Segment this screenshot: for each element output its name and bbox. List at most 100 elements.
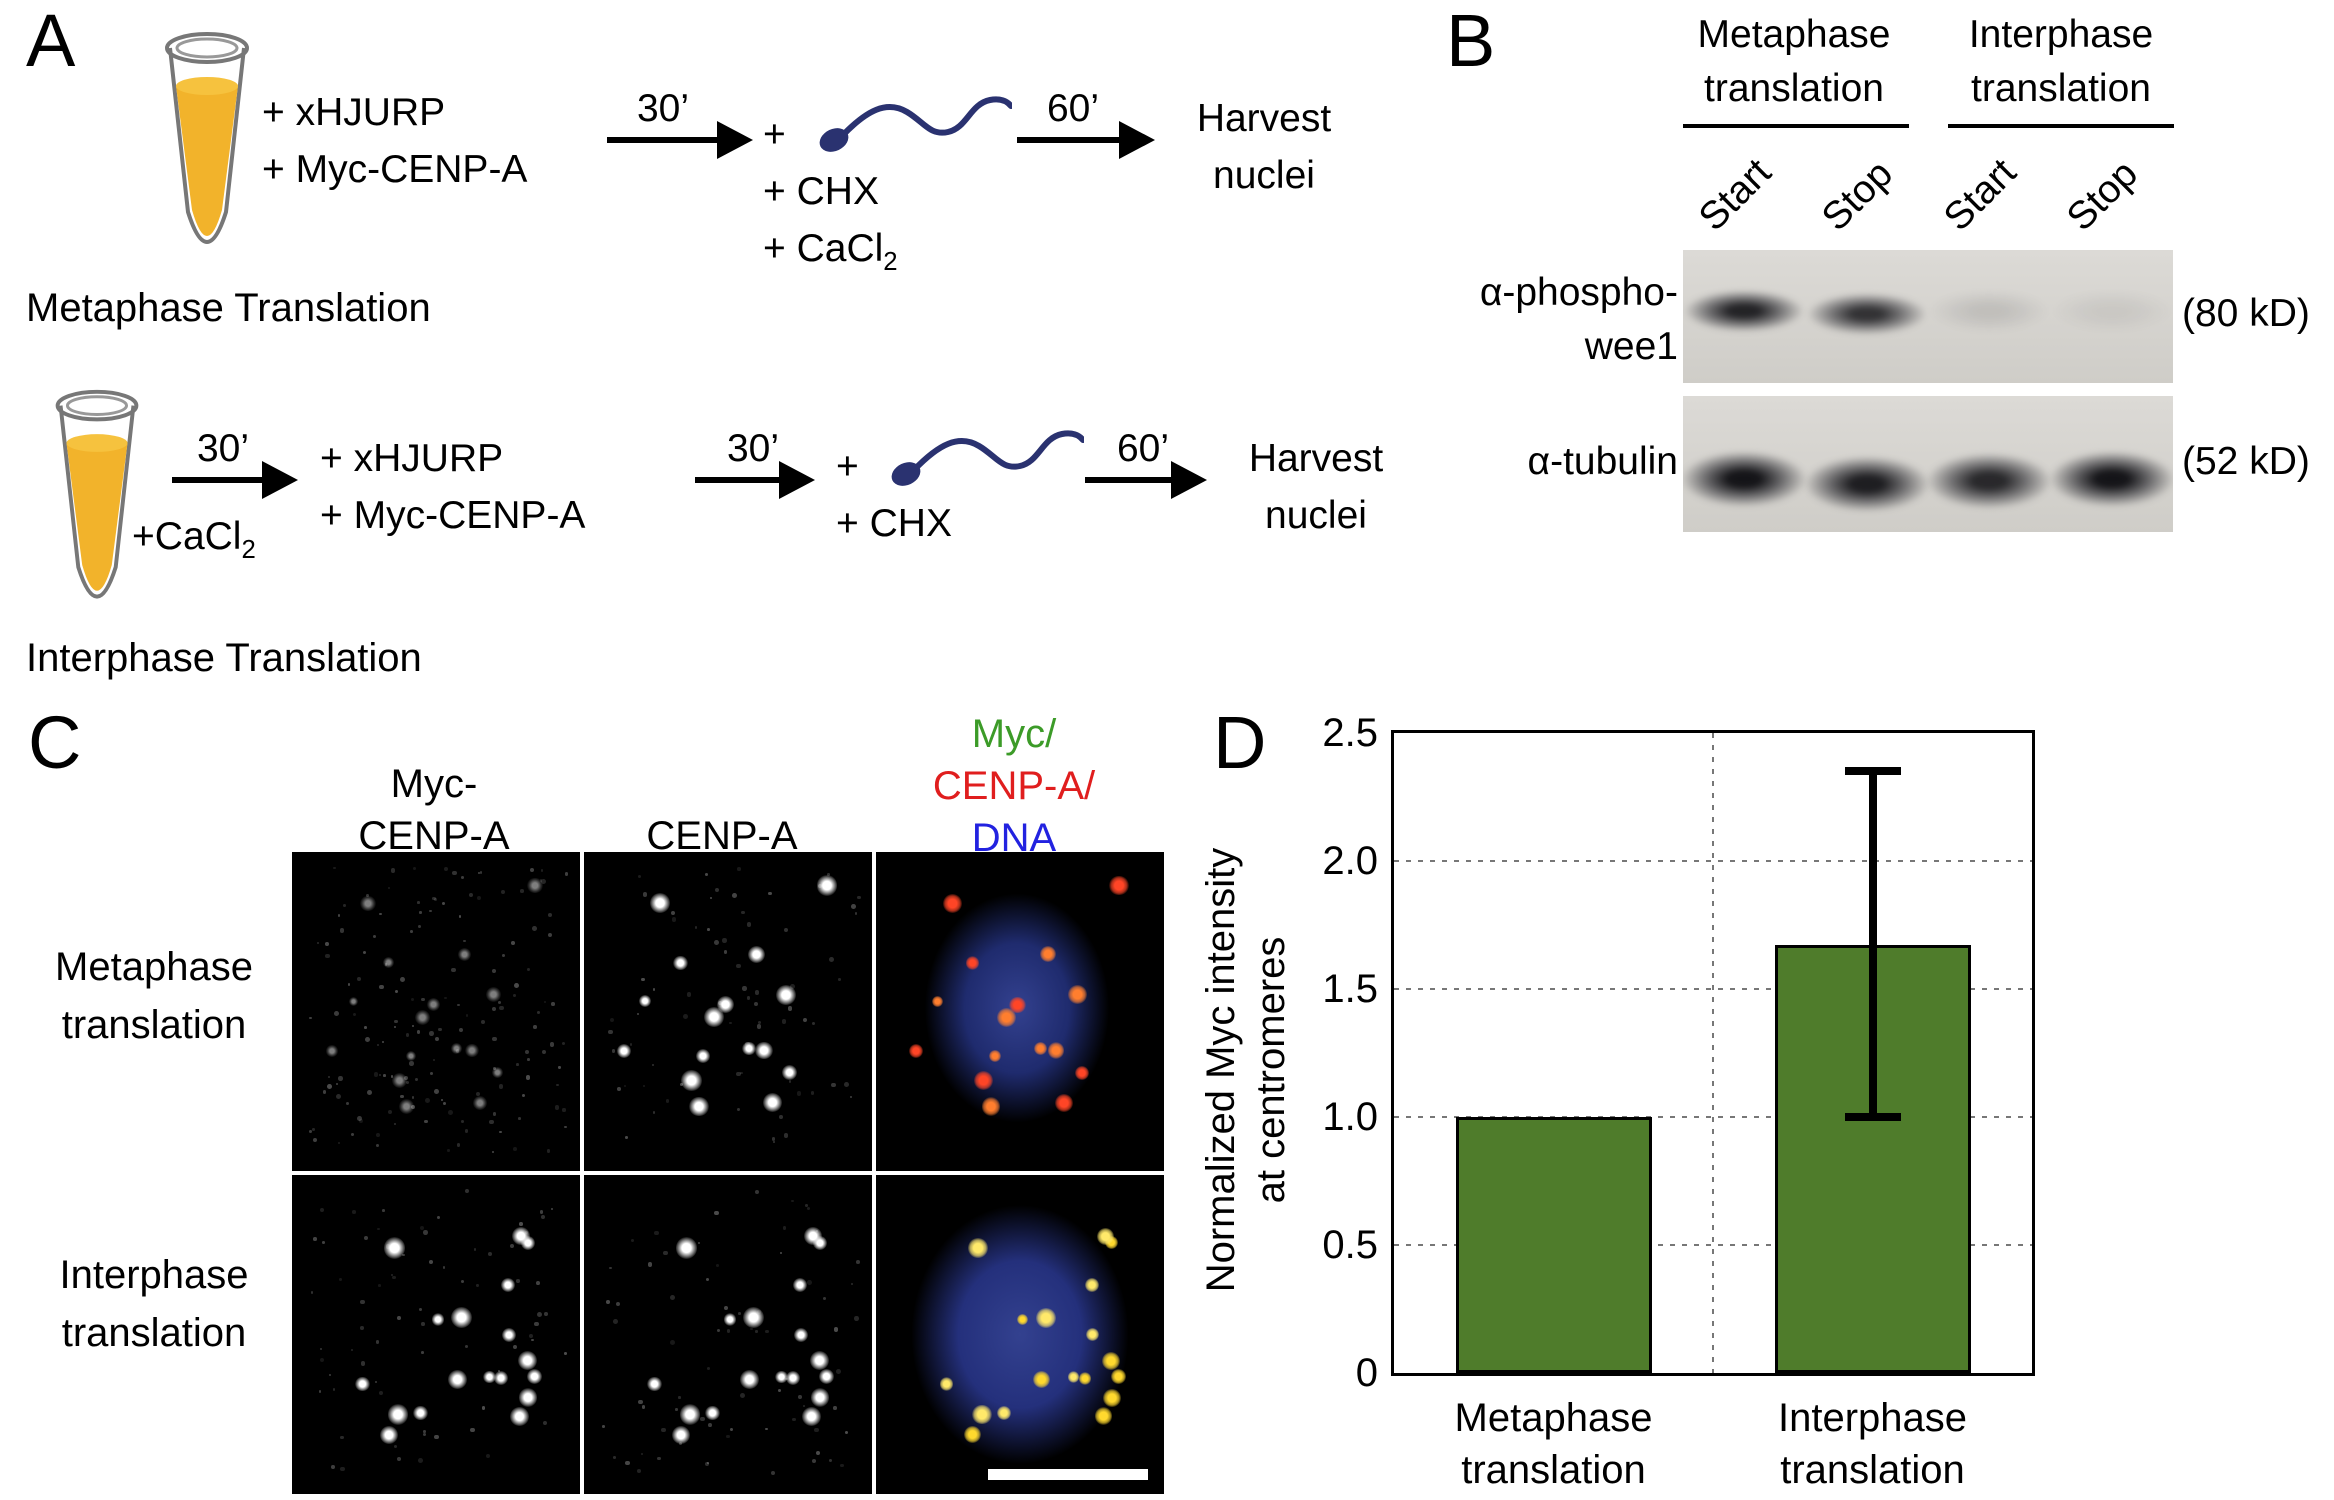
speckle bbox=[429, 1030, 435, 1036]
speckle bbox=[423, 1229, 428, 1235]
speckle bbox=[363, 1236, 368, 1241]
speckle bbox=[782, 1226, 787, 1230]
speckle bbox=[654, 1231, 659, 1236]
speckle bbox=[850, 1095, 853, 1099]
speckle bbox=[843, 1082, 849, 1087]
speckle bbox=[422, 1429, 426, 1433]
speckle bbox=[411, 1095, 415, 1099]
centromere-focus bbox=[743, 1307, 765, 1329]
speckle bbox=[309, 1017, 312, 1020]
speckle bbox=[457, 1003, 460, 1006]
column-header-myc-cenpa: Myc- CENP-A bbox=[358, 762, 510, 858]
speckle bbox=[460, 1119, 465, 1124]
speckle bbox=[390, 1273, 394, 1277]
centromere-focus bbox=[679, 1404, 701, 1425]
centromere-focus bbox=[809, 1351, 829, 1371]
speckle bbox=[854, 912, 858, 915]
speckle bbox=[447, 1149, 450, 1153]
speckle bbox=[722, 938, 727, 943]
speckle bbox=[723, 950, 728, 954]
speckle bbox=[433, 897, 438, 902]
speckle bbox=[491, 969, 496, 973]
blot1-antibody-label: α-phospho- wee1 bbox=[1479, 271, 1678, 368]
centromere-focus bbox=[1016, 1313, 1029, 1326]
speckle bbox=[499, 1005, 504, 1011]
speckle bbox=[493, 1067, 497, 1071]
speckle bbox=[613, 1456, 616, 1459]
centromere-focus bbox=[793, 1328, 808, 1342]
speckle bbox=[424, 1119, 428, 1124]
speckle bbox=[564, 1125, 567, 1129]
speckle bbox=[383, 1073, 386, 1077]
speckle bbox=[337, 914, 340, 917]
speckle bbox=[814, 1427, 819, 1432]
speckle bbox=[310, 1291, 313, 1294]
speckle bbox=[351, 1133, 355, 1137]
centromere-focus bbox=[704, 1405, 720, 1421]
speckle bbox=[533, 1024, 538, 1029]
reagent-chx: + CHX bbox=[763, 170, 879, 213]
speckle bbox=[377, 1043, 380, 1047]
speckle bbox=[544, 1000, 547, 1003]
x-category-label: Interphase translation bbox=[1693, 1392, 2053, 1496]
centromere-focus bbox=[747, 945, 765, 963]
harvest-line: Harvest bbox=[1196, 97, 1332, 140]
speckle bbox=[753, 1001, 759, 1007]
speckle bbox=[601, 1424, 605, 1428]
speckle bbox=[432, 896, 436, 901]
panel-b-label: B bbox=[1446, 0, 1496, 82]
speckle bbox=[486, 1454, 491, 1459]
x-category-line: Interphase bbox=[1777, 1396, 1968, 1440]
speckle bbox=[823, 1297, 827, 1301]
centromere-focus bbox=[1109, 875, 1129, 896]
centromere-focus bbox=[810, 1388, 830, 1408]
centromere-focus bbox=[968, 1238, 989, 1258]
centromere-focus bbox=[379, 1425, 398, 1444]
centromere-focus bbox=[804, 1227, 823, 1246]
speckle bbox=[477, 895, 481, 900]
speckle bbox=[444, 996, 448, 1000]
centromere-focus bbox=[775, 1371, 788, 1384]
speckle bbox=[540, 879, 546, 885]
speckle bbox=[536, 1281, 541, 1286]
y-tick-label: 1.5 bbox=[1322, 967, 1378, 1011]
speckle bbox=[755, 1330, 758, 1333]
centromere-focus bbox=[818, 1368, 835, 1384]
addition-block: + + CHX + CaCl2 bbox=[763, 106, 898, 291]
centromere-focus bbox=[360, 895, 376, 912]
speckle bbox=[542, 1420, 548, 1425]
speckle bbox=[416, 1030, 421, 1034]
reaction-arrow bbox=[1085, 461, 1207, 499]
speckle bbox=[325, 953, 330, 959]
speckle bbox=[641, 977, 645, 982]
speckle bbox=[740, 910, 745, 915]
speckle bbox=[640, 1452, 644, 1456]
speckle bbox=[452, 870, 457, 876]
speckle bbox=[481, 1406, 486, 1410]
centromere-focus bbox=[527, 877, 543, 894]
blot1-kd-label: (80 kD) bbox=[2182, 292, 2310, 335]
centromere-focus bbox=[1067, 1371, 1080, 1383]
speckle bbox=[479, 871, 483, 874]
speckle bbox=[807, 1206, 811, 1210]
merge-header-line: Myc/ bbox=[971, 712, 1057, 756]
speckle bbox=[828, 956, 834, 962]
speckle bbox=[488, 1119, 494, 1125]
speckle bbox=[405, 1081, 409, 1085]
speckle bbox=[670, 1339, 676, 1345]
speckle bbox=[665, 1099, 670, 1103]
speckle bbox=[844, 1431, 848, 1435]
speckle bbox=[623, 1085, 626, 1088]
centromere-focus bbox=[964, 1426, 982, 1444]
speckle bbox=[616, 1302, 620, 1307]
centromere-focus bbox=[451, 1307, 473, 1329]
group-underline bbox=[1683, 124, 1909, 128]
panel-c-label: C bbox=[28, 701, 82, 784]
speckle bbox=[724, 1305, 729, 1310]
speckle bbox=[525, 1074, 531, 1080]
speckle bbox=[487, 1251, 492, 1256]
centromere-focus bbox=[483, 1371, 496, 1384]
y-tick-label: 0.5 bbox=[1322, 1223, 1378, 1267]
speckle bbox=[555, 1083, 559, 1087]
speckle bbox=[417, 924, 421, 928]
